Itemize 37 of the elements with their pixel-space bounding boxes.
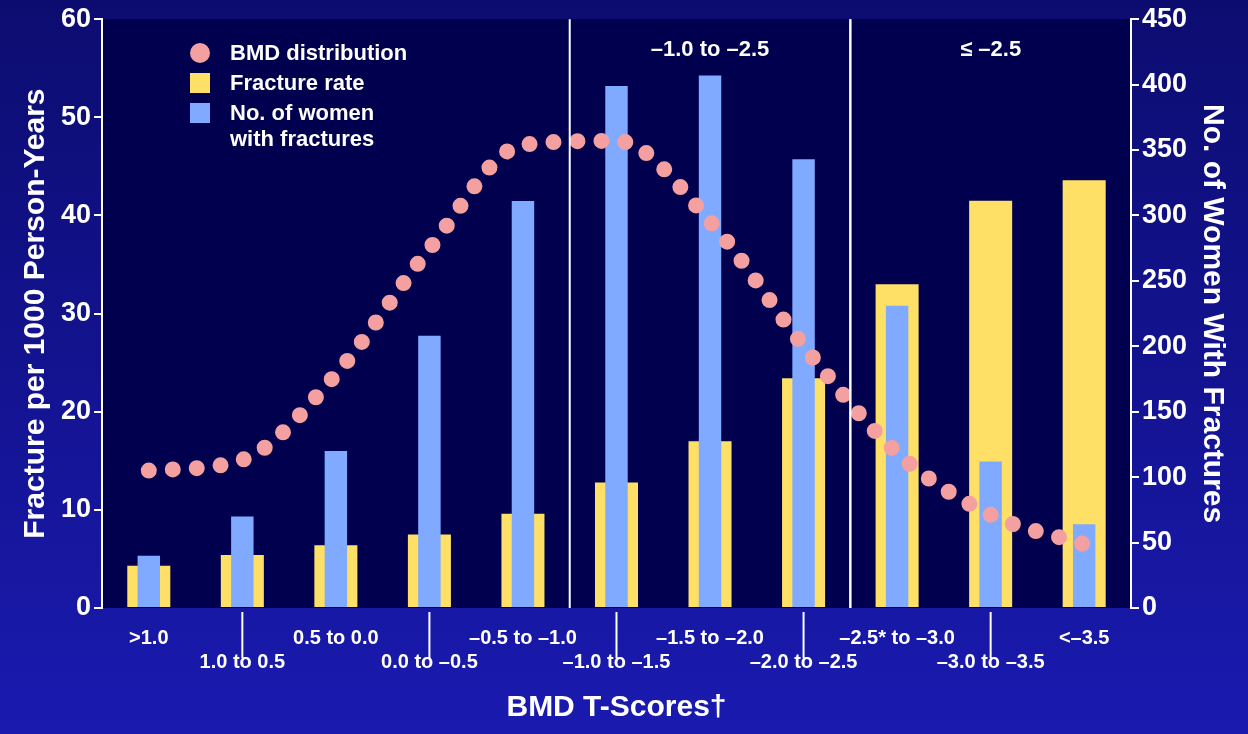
x-tick-label: –2.5* to –3.0 bbox=[839, 625, 955, 648]
x-tick-label: –1.5 to –2.0 bbox=[656, 625, 764, 648]
y2-tick-label: 100 bbox=[1141, 460, 1188, 491]
x-tick-label: –3.0 to –3.5 bbox=[936, 649, 1045, 672]
y2-tick-label: 0 bbox=[1141, 591, 1157, 622]
y2-tick-label: 50 bbox=[1141, 526, 1172, 557]
band-label: –1.0 to –2.5 bbox=[650, 36, 770, 62]
x-tick-label: –0.5 to –1.0 bbox=[469, 625, 577, 648]
y2-tick-label: 350 bbox=[1141, 133, 1188, 164]
x-tick-label: >1.0 bbox=[129, 625, 169, 648]
y-axis-title: Fracture per 1000 Person-Years bbox=[17, 88, 51, 539]
y-tick-label: 30 bbox=[60, 297, 92, 328]
band-label: ≤ –2.5 bbox=[960, 36, 1022, 62]
x-tick-label: –2.0 to –2.5 bbox=[749, 649, 858, 672]
y-tick-label: 50 bbox=[60, 100, 92, 131]
y-tick-label: 0 bbox=[76, 591, 92, 622]
y-tick-label: 60 bbox=[60, 2, 92, 33]
y2-tick-label: 300 bbox=[1141, 198, 1188, 229]
y2-tick-label: 200 bbox=[1141, 329, 1188, 360]
y2-tick-label: 250 bbox=[1141, 264, 1188, 295]
x-tick-label: 1.0 to 0.5 bbox=[199, 649, 286, 672]
x-tick-label: 0.5 to 0.0 bbox=[293, 625, 379, 648]
x-tick-label: <–3.5 bbox=[1058, 625, 1110, 648]
x-tick-label: –1.0 to –1.5 bbox=[562, 649, 671, 672]
x-axis-title: BMD T-Scores† bbox=[506, 689, 727, 723]
y-tick-label: 40 bbox=[60, 198, 92, 229]
y2-tick-label: 150 bbox=[1141, 395, 1188, 426]
y-tick-label: 20 bbox=[60, 395, 92, 426]
y2-tick-label: 450 bbox=[1141, 2, 1188, 33]
legend-label: Fracture rate bbox=[230, 70, 365, 96]
y2-tick-label: 400 bbox=[1141, 68, 1188, 99]
bar bbox=[979, 461, 1002, 607]
legend-label: BMD distribution bbox=[230, 40, 408, 66]
legend-label: No. of women with fractures bbox=[230, 100, 376, 152]
y2-axis-title: No. of Women With Fractures bbox=[1197, 104, 1231, 524]
y-tick-label: 10 bbox=[60, 493, 92, 524]
x-tick-label: 0.0 to –0.5 bbox=[381, 649, 478, 672]
